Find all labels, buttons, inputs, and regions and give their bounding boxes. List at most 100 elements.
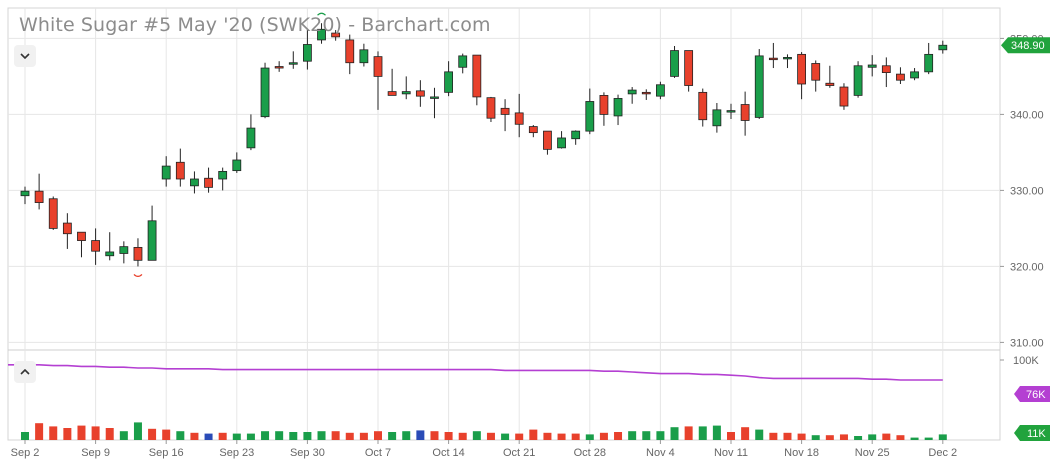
candle-body — [246, 127, 256, 149]
volume-bar — [63, 428, 72, 440]
candle-body — [938, 44, 948, 51]
candle-body — [204, 177, 213, 188]
candle-body — [514, 112, 524, 125]
volume-bar — [769, 432, 778, 440]
volume-bar — [402, 431, 411, 440]
chart-title: White Sugar #5 May '20 (SWK20) - Barchar… — [19, 14, 491, 36]
candle-body — [91, 240, 100, 252]
candle-body — [232, 159, 242, 172]
candle-body — [444, 71, 454, 93]
volume-bar — [35, 423, 44, 440]
candle-body — [458, 55, 468, 68]
volume-bar — [317, 431, 326, 440]
candle-body — [726, 110, 736, 113]
volume-bar — [571, 433, 580, 440]
volume-bar — [670, 427, 679, 440]
x-tick-label: Nov 11 — [714, 447, 748, 459]
volume-bar — [543, 432, 552, 440]
volume-bar — [162, 429, 171, 440]
volume-bar — [261, 431, 270, 440]
candle-body — [839, 86, 849, 107]
candle-body — [190, 178, 199, 187]
volume-bar — [938, 434, 947, 440]
candle-body — [825, 82, 835, 86]
candle-body — [641, 91, 651, 95]
chevron-down-icon — [20, 53, 30, 59]
volume-bar — [77, 425, 86, 440]
volume-bar — [741, 427, 750, 440]
volume-bar — [444, 432, 453, 440]
volume-bar — [642, 431, 651, 440]
candle-body — [161, 165, 171, 180]
volume-bar — [755, 429, 764, 440]
volume-bar — [289, 432, 298, 440]
volume-bar — [359, 432, 368, 440]
plot-frame — [7, 7, 1001, 441]
candle-body — [430, 96, 439, 99]
candle-body — [486, 97, 496, 119]
volume-bar — [684, 426, 693, 440]
candle-body — [62, 222, 72, 235]
candle-body — [274, 66, 284, 69]
volume-bar — [614, 432, 623, 440]
vol-axis-label: 100K — [1013, 355, 1039, 367]
volume-bar — [416, 430, 425, 440]
volume-bar — [246, 433, 255, 440]
candle-body — [20, 190, 30, 197]
x-tick-label: Sep 23 — [219, 447, 254, 459]
candle-body — [373, 56, 383, 77]
candle-body — [77, 231, 86, 241]
volume-bars — [21, 422, 947, 440]
volume-bar — [275, 431, 284, 440]
volume-bar — [910, 437, 919, 440]
volume-bar — [331, 431, 340, 440]
candle-body — [147, 220, 157, 261]
volume-bar — [557, 433, 566, 440]
candle-body — [34, 190, 44, 203]
candle-body — [867, 64, 877, 68]
volume-bar — [218, 432, 227, 440]
candle-body — [656, 84, 665, 97]
expand-volume-panel-button[interactable] — [14, 361, 36, 383]
volume-bar — [176, 431, 185, 440]
candle-body — [599, 95, 609, 115]
volume-bar — [868, 434, 877, 440]
volume-bar — [21, 432, 29, 440]
candle-body — [302, 44, 312, 62]
candle-body — [260, 67, 270, 118]
volume-last-badge — [1014, 425, 1050, 441]
y-tick-label: 330.00 — [1010, 185, 1044, 197]
volume-bar — [49, 426, 58, 440]
volume-bar — [303, 432, 312, 440]
candle-body — [910, 71, 919, 79]
volume-bar — [698, 426, 707, 440]
volume-bar — [811, 435, 820, 440]
candle-body — [571, 130, 581, 140]
volume-average-line — [8, 364, 943, 381]
volume-bar — [924, 437, 933, 440]
candle-body — [528, 126, 538, 134]
candle-body — [401, 91, 411, 95]
volume-bar — [854, 436, 863, 440]
candle-body — [359, 49, 369, 64]
volume-bar — [727, 432, 735, 440]
collapse-price-panel-button[interactable] — [14, 45, 36, 67]
volume-bar — [825, 435, 834, 440]
candle-body — [48, 198, 58, 229]
volume-bar — [656, 431, 665, 440]
x-tick-label: Sep 9 — [81, 447, 110, 459]
x-tick-label: Oct 21 — [503, 447, 535, 459]
candle-body — [557, 137, 566, 149]
candle-body — [500, 107, 510, 115]
candle-body — [768, 57, 778, 61]
x-tick-label: Sep 16 — [149, 447, 184, 459]
candle-body — [797, 53, 806, 85]
volume-bar — [232, 433, 241, 440]
candle-body — [684, 50, 694, 86]
x-tick-label: Nov 18 — [784, 447, 819, 459]
volume-bar — [91, 426, 100, 440]
volume-bar — [204, 433, 213, 440]
volume-bar — [585, 434, 594, 440]
x-tick-label: Sep 2 — [11, 447, 40, 459]
